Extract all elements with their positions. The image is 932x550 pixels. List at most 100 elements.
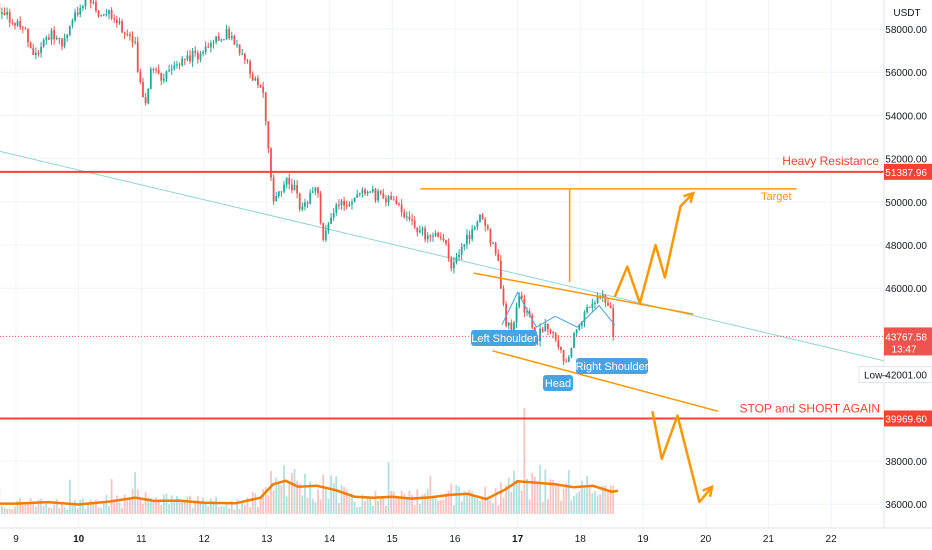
volume-bar: [176, 495, 178, 514]
price-tick-label: 58000.00: [885, 25, 927, 36]
volume-bar: [588, 487, 591, 514]
candle-body: [194, 50, 197, 53]
price-tick-label: 56000.00: [885, 68, 927, 79]
candle-body: [220, 39, 223, 41]
volume-bar: [199, 501, 202, 514]
candle-body: [484, 219, 487, 226]
volume-bar: [317, 489, 319, 514]
volume-bar: [293, 468, 296, 514]
candle-body: [301, 206, 304, 210]
trend-line[interactable]: [0, 150, 888, 363]
volume-bar: [471, 491, 474, 514]
price-tick-label: 46000.00: [885, 284, 927, 295]
volume-bar: [267, 495, 270, 514]
volume-bar: [541, 501, 544, 514]
candle-body: [479, 214, 481, 222]
volume-bar: [492, 503, 494, 514]
volume-bar: [552, 479, 555, 514]
candle-body: [66, 34, 69, 38]
candle-body: [110, 10, 113, 19]
volume-bar: [382, 498, 385, 514]
volume-bar: [196, 496, 199, 514]
bearish-scenario-arrow[interactable]: [651, 411, 713, 504]
candle-body: [567, 357, 570, 362]
volume-bar: [160, 505, 163, 514]
candle-body: [408, 216, 411, 220]
candle-body: [426, 235, 429, 240]
head-and-shoulders-path[interactable]: [501, 291, 616, 328]
candle-body: [429, 235, 432, 237]
volume-bar: [58, 508, 61, 514]
time-tick-label: 18: [575, 534, 587, 545]
volume-bar: [131, 488, 134, 514]
candle-body: [50, 30, 53, 40]
candle-body: [520, 295, 523, 299]
candle-body: [230, 36, 233, 39]
volume-bar: [162, 494, 165, 514]
volume-bar: [369, 497, 372, 514]
time-tick-label: 22: [826, 534, 838, 545]
volume-bar: [215, 496, 218, 514]
time-tick-label: 11: [136, 534, 147, 545]
volume-bar: [366, 496, 369, 514]
candle-body: [121, 21, 123, 33]
time-tick-label: 16: [449, 534, 461, 545]
volume-bar: [601, 485, 604, 514]
volume-bar: [144, 491, 147, 514]
candle-body: [562, 350, 565, 362]
volume-bar: [567, 470, 570, 514]
candle-body: [390, 195, 393, 200]
candle-body: [249, 61, 251, 74]
volume-bar: [186, 496, 189, 514]
candle-body: [215, 36, 218, 43]
candle-body: [377, 191, 379, 201]
candle-body: [596, 296, 599, 303]
volume-bar: [238, 509, 241, 514]
candle-body: [549, 329, 552, 332]
volume-bar: [257, 506, 259, 514]
volume-bar: [476, 498, 479, 514]
channel-upper-line[interactable]: [473, 272, 694, 315]
volume-bar: [108, 506, 110, 514]
candle-body: [304, 202, 306, 207]
candle-body: [79, 8, 82, 15]
candle-body: [290, 184, 293, 191]
drawings-layer[interactable]: [0, 170, 884, 504]
candle-body: [379, 191, 382, 193]
volume-bar: [105, 495, 108, 514]
candle-body: [241, 53, 244, 55]
candle-body: [455, 257, 458, 263]
bullish-scenario-arrow[interactable]: [613, 192, 695, 305]
channel-lower-line[interactable]: [492, 350, 719, 413]
candle-body: [601, 294, 604, 299]
candle-body: [6, 12, 9, 15]
volume-bar: [280, 485, 283, 514]
volume-bar: [447, 490, 450, 514]
candle-body: [149, 69, 152, 89]
volume-bar: [515, 479, 518, 514]
candle-body: [42, 39, 45, 47]
candle-body: [11, 22, 14, 24]
right-shoulder-label-box: [576, 358, 648, 374]
volume-bar: [311, 498, 314, 514]
volume-bar: [283, 465, 285, 514]
volume-bar: [220, 506, 223, 514]
head-label-box: [543, 375, 573, 391]
volume-bar: [97, 507, 100, 514]
volume-bar: [76, 508, 79, 514]
candle-body: [460, 246, 463, 255]
volume-bar: [270, 470, 272, 514]
stop-price-badge-box: [884, 410, 932, 427]
low-marker-prefix: Low: [864, 371, 883, 382]
left-shoulder-label: Left Shoulder: [471, 333, 537, 345]
volume-bar: [507, 477, 510, 514]
volume-bar: [387, 462, 390, 514]
candle-body: [259, 84, 262, 87]
candle-body: [544, 323, 547, 332]
candle-body: [583, 312, 586, 323]
candle-body: [32, 48, 35, 56]
candle-body: [588, 306, 591, 308]
candle-body: [189, 55, 191, 62]
volume-bar: [345, 489, 348, 514]
